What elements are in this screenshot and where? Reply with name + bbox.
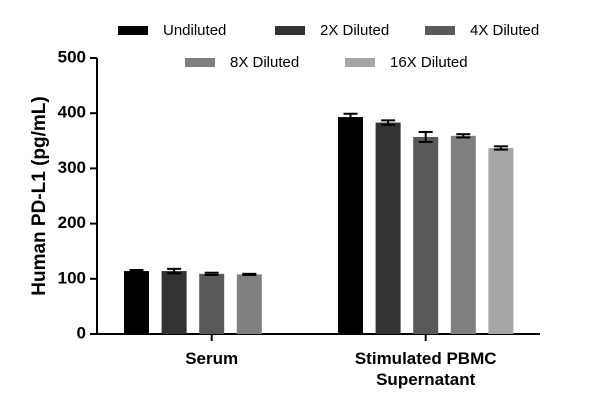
legend-label: 2X Diluted: [320, 22, 389, 39]
x-tick-label: Stimulated PBMC Supernatant: [354, 349, 497, 389]
bar: [124, 271, 149, 334]
legend-swatch: [425, 26, 455, 35]
legend-label: 8X Diluted: [230, 54, 299, 71]
legend-swatch: [118, 26, 148, 35]
legend-label: Undiluted: [163, 22, 226, 39]
error-bar: [204, 271, 219, 276]
bar: [413, 136, 439, 334]
bar: [375, 122, 401, 334]
error-bar: [381, 119, 396, 126]
y-tick-label: 200: [58, 213, 86, 232]
error-bar: [343, 112, 358, 122]
error-bar: [242, 272, 257, 276]
error-bar: [418, 130, 433, 143]
y-tick-label: 500: [58, 47, 86, 66]
y-tick-label: 300: [58, 158, 86, 177]
bar: [236, 274, 262, 334]
legend-swatch: [345, 58, 375, 67]
x-tick-label: Serum: [185, 349, 239, 368]
legend-swatch: [185, 58, 215, 67]
legend-swatch: [275, 26, 305, 35]
error-bar: [493, 145, 508, 151]
error-bar: [456, 133, 471, 139]
error-bar: [129, 268, 144, 274]
error-bar: [167, 267, 182, 275]
bar: [450, 135, 476, 334]
bar: [338, 117, 363, 335]
legend-label: 4X Diluted: [470, 22, 539, 39]
y-tick-label: 0: [77, 323, 86, 342]
y-axis-title: Human PD-L1 (pg/mL): [29, 96, 50, 296]
bar: [161, 271, 187, 334]
y-tick-label: 100: [58, 268, 86, 287]
bar: [488, 147, 514, 334]
bar: [199, 273, 225, 334]
y-tick-label: 400: [58, 103, 86, 122]
legend-label: 16X Diluted: [390, 54, 468, 71]
